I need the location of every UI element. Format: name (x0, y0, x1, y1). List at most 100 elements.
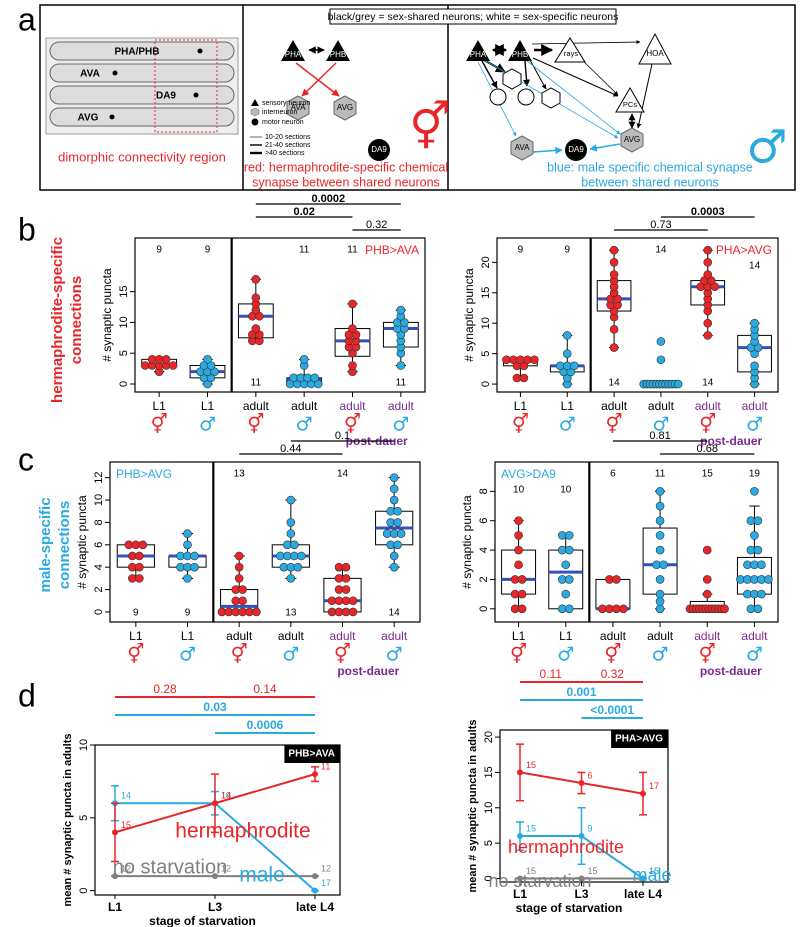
n-label: 12 (321, 863, 331, 873)
sex-symbol: ♂ (746, 414, 763, 436)
connection-label: AVG>DA9 (501, 467, 556, 481)
synapse-arrow (301, 62, 337, 97)
x-tick-label: adult (388, 399, 415, 413)
n-label: 9 (205, 245, 211, 256)
p-value: 0.28 (153, 682, 177, 696)
key-label: sensory neuron (262, 100, 310, 107)
y-tick-label: 0 (118, 381, 130, 387)
y-tick-label: 6 (478, 518, 490, 524)
p-value: 0.32 (366, 219, 387, 231)
data-point (519, 373, 529, 383)
data-point (609, 245, 619, 255)
x-tick-label: adult (339, 399, 366, 413)
data-point (168, 361, 178, 370)
y-tick-label: 5 (118, 350, 130, 356)
x-tick-label: L1 (559, 629, 573, 643)
y-tick-label: 6 (93, 542, 105, 548)
data-point (578, 780, 585, 787)
data-point (190, 551, 199, 561)
n-label: 9 (156, 245, 162, 256)
panel-frame (39, 4, 796, 191)
y-axis-label: mean # synaptic puncta in adults (467, 720, 479, 893)
data-point (183, 540, 192, 550)
sex-symbol: ⚥ (344, 413, 361, 436)
data-point (238, 596, 247, 606)
data-point (517, 604, 527, 614)
x-tick-label: adult (742, 399, 769, 413)
data-point (609, 270, 619, 279)
p-value: 0.02 (293, 206, 314, 218)
n-label: 15 (702, 469, 714, 480)
sex-symbol: ⚥ (151, 413, 168, 436)
n-label: 15 (526, 866, 536, 876)
data-point (753, 516, 763, 526)
worm-label: AVA (80, 69, 100, 80)
sex-specific-neuron (638, 32, 672, 65)
row-label: connections (68, 276, 85, 364)
data-point (389, 495, 399, 505)
y-tick-label: 15 (480, 287, 492, 299)
p-value: 0.68 (697, 443, 718, 455)
neuron-label: HOA (646, 49, 664, 58)
row-label: connections (56, 501, 73, 589)
data-point (564, 545, 574, 555)
neuron-label: DA9 (371, 145, 387, 154)
synapse-arrow (589, 143, 621, 152)
neuron-label: AVA (291, 103, 306, 112)
sex-symbol: ♂ (296, 414, 313, 436)
n-label: 9 (588, 823, 593, 833)
data-point (517, 575, 527, 584)
y-tick-label: 0 (93, 609, 105, 615)
panel-label: a (18, 1, 36, 37)
data-point (612, 575, 621, 584)
n-label: 13 (285, 608, 297, 619)
data-point (396, 305, 406, 315)
synapse-arrow (532, 57, 619, 97)
x-tick-label: adult (601, 399, 628, 413)
data-point (564, 531, 574, 540)
box (323, 577, 362, 613)
plot-frame (134, 237, 426, 393)
caption: red: hermaphrodite-specific chemical (244, 160, 448, 174)
neuron-label: PHA (285, 50, 302, 59)
sex-specific-neuron (541, 87, 561, 109)
data-point (238, 585, 247, 594)
data-point (290, 540, 299, 550)
data-point (703, 331, 713, 340)
data-point (251, 274, 261, 284)
x-tick-label: late L4 (624, 887, 662, 901)
row-label: hermaphrodite-specific (49, 237, 66, 403)
key-triangle (251, 99, 259, 106)
data-point (750, 318, 759, 328)
data-point (393, 540, 402, 550)
caption: between shared neurons (581, 175, 719, 189)
synapse-arrow (523, 60, 530, 87)
x-tick-label: L1 (514, 399, 528, 413)
n-label: 11 (251, 378, 262, 389)
post-dauer-note: post-dauer (700, 434, 762, 448)
worm-neuron (197, 48, 203, 54)
connection-label: PHB>AVA (365, 243, 419, 257)
worm-label: PHA/PHB (114, 47, 159, 58)
key-hexagon (250, 107, 260, 117)
data-point (212, 873, 218, 880)
y-tick-label: 15 (483, 766, 495, 778)
data-point (251, 324, 261, 333)
p-value: 0.0003 (691, 206, 725, 218)
sensory-neuron (281, 40, 305, 61)
sex-symbol: ⚥ (510, 643, 527, 666)
neuron-label: DA9 (568, 145, 584, 154)
key-label: >40 sections (265, 150, 305, 157)
data-point (720, 604, 729, 614)
p-value: 0.44 (280, 443, 301, 455)
n-label: 6 (588, 770, 593, 780)
sex-symbol: ♂ (652, 644, 669, 666)
sex-symbol: ⚥ (604, 643, 621, 666)
plot-frame (494, 461, 779, 623)
motor-neuron (565, 139, 587, 161)
n-label: 11 (655, 469, 666, 480)
data-point (564, 604, 574, 614)
data-point (561, 560, 571, 570)
data-point (609, 325, 619, 334)
p-value: 0.001 (566, 685, 596, 699)
